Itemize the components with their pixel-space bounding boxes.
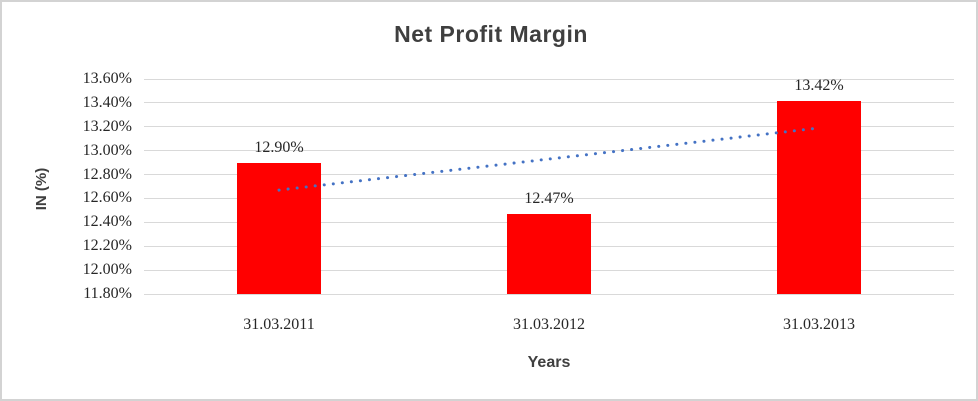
bar-31.03.2012 xyxy=(507,213,591,294)
y-tick-label: 13.00% xyxy=(82,141,132,159)
data-label: 12.90% xyxy=(254,138,304,156)
y-tick-label: 13.60% xyxy=(82,70,132,87)
y-tick-label: 12.00% xyxy=(82,261,132,279)
y-tick-label: 13.20% xyxy=(82,117,132,135)
data-label: 13.42% xyxy=(794,76,844,94)
x-category-label: 31.03.2013 xyxy=(783,316,855,333)
trendline-dotted xyxy=(277,126,821,192)
x-category-label: 31.03.2012 xyxy=(513,316,585,333)
bar-31.03.2013 xyxy=(777,100,861,294)
x-axis-title: Years xyxy=(527,354,571,371)
y-tick-label: 11.80% xyxy=(83,285,132,302)
data-label: 12.47% xyxy=(524,189,574,207)
bar-31.03.2011 xyxy=(237,162,321,294)
gridline xyxy=(144,78,954,80)
y-axis-title: IN (%) xyxy=(33,167,50,211)
y-tick-label: 12.40% xyxy=(82,213,132,231)
y-tick-label: 12.20% xyxy=(82,237,132,255)
x-category-label: 31.03.2011 xyxy=(243,316,315,333)
y-tick-label: 12.80% xyxy=(82,165,132,183)
chart-title: Net Profit Margin xyxy=(394,21,588,47)
gridline xyxy=(144,197,954,199)
y-tick-label: 12.60% xyxy=(82,189,132,207)
gridline xyxy=(144,293,954,295)
y-tick-label: 13.40% xyxy=(82,93,132,111)
gridline xyxy=(144,102,954,104)
